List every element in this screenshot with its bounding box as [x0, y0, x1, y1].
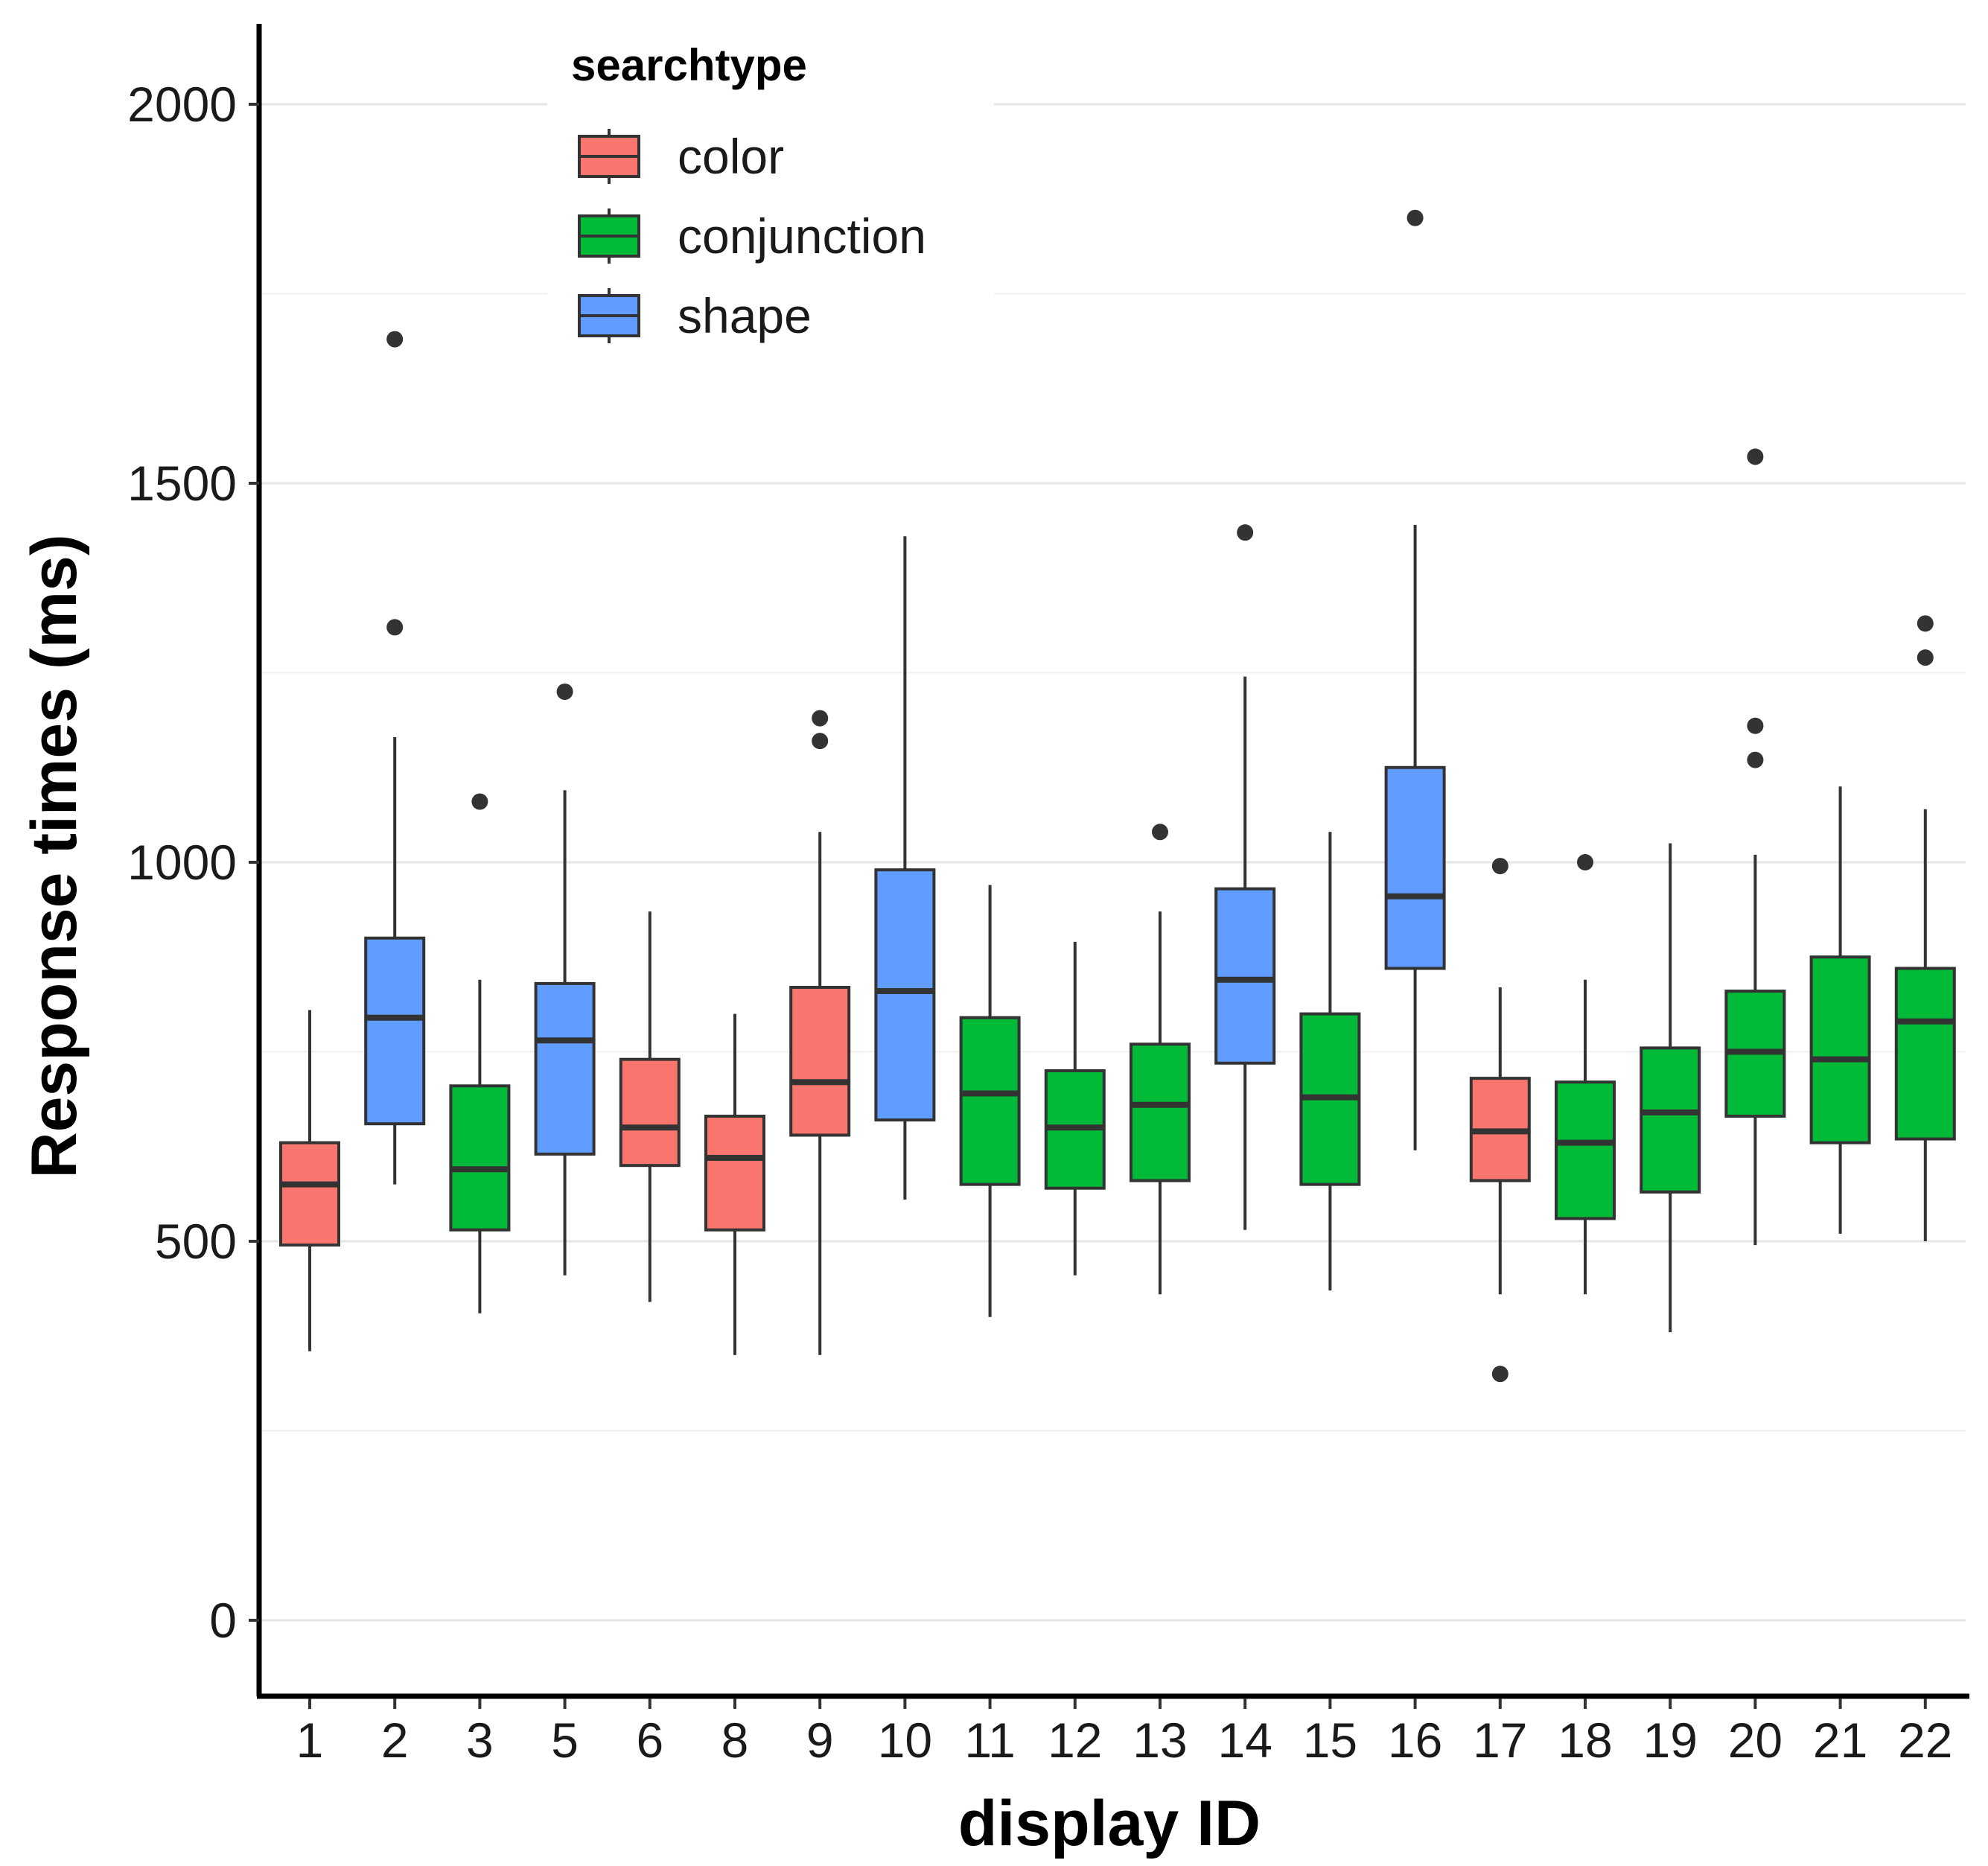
outlier-point [812, 710, 829, 727]
box-iqr [1640, 1046, 1701, 1194]
box-display-1 [279, 1010, 340, 1351]
box-display-8 [704, 1013, 765, 1355]
legend-entry-shape: shape [578, 288, 812, 343]
box-iqr [1214, 887, 1276, 1065]
box-iqr [1809, 955, 1871, 1144]
legend-label: shape [678, 288, 812, 343]
x-tick-label: 14 [1217, 1713, 1272, 1768]
x-tick-label: 12 [1048, 1713, 1102, 1768]
outlier-point [556, 683, 573, 700]
y-tick-label: 500 [155, 1214, 237, 1269]
y-tick-label: 0 [209, 1593, 237, 1648]
box-iqr [1894, 967, 1956, 1141]
box-iqr [619, 1057, 681, 1168]
outlier-point [812, 733, 829, 750]
y-axis-title: Response times (ms) [19, 534, 90, 1178]
x-tick-label: 10 [878, 1713, 932, 1768]
x-tick-label: 1 [296, 1713, 324, 1768]
x-tick-label: 17 [1473, 1713, 1527, 1768]
box-iqr [449, 1084, 511, 1232]
outlier-point [1491, 858, 1508, 875]
outlier-point [1152, 824, 1168, 841]
x-tick-label: 18 [1558, 1713, 1612, 1768]
x-tick-label: 2 [381, 1713, 409, 1768]
box-display-13 [1130, 824, 1191, 1295]
box-display-11 [959, 885, 1021, 1317]
x-tick-label: 13 [1132, 1713, 1187, 1768]
box-display-22 [1894, 615, 1956, 1241]
outlier-point [1237, 524, 1254, 541]
outlier-point [1917, 649, 1934, 666]
legend: searchtype color conjunction shape [547, 22, 994, 357]
box-iqr [959, 1016, 1021, 1186]
box-iqr [279, 1141, 340, 1247]
x-tick-label: 20 [1728, 1713, 1782, 1768]
box-iqr [789, 985, 851, 1137]
box-display-3 [449, 793, 511, 1313]
x-tick-label: 6 [636, 1713, 663, 1768]
box-display-18 [1555, 854, 1616, 1295]
x-tick-label: 16 [1388, 1713, 1442, 1768]
box-iqr [1130, 1042, 1191, 1182]
box-series [279, 209, 1956, 1383]
x-tick-label: 9 [806, 1713, 834, 1768]
box-iqr [1384, 765, 1446, 970]
box-iqr [874, 868, 936, 1122]
x-tick-label: 11 [964, 1713, 1016, 1768]
legend-entries: color conjunction shape [578, 129, 926, 343]
box-display-14 [1214, 524, 1276, 1230]
y-tick-label: 1500 [127, 456, 237, 511]
box-display-19 [1640, 843, 1701, 1333]
x-axis-ticks: 1 2 3 5 6 8 9 10 11 12 13 14 15 16 17 18 19 20 21 22 [296, 1698, 1953, 1768]
box-iqr [704, 1115, 765, 1232]
box-iqr [1555, 1080, 1616, 1220]
box-display-17 [1469, 858, 1531, 1383]
outlier-point [1406, 209, 1424, 226]
box-display-16 [1384, 209, 1446, 1150]
legend-entry-conjunction: conjunction [578, 208, 926, 264]
outlier-point [1577, 854, 1593, 870]
outlier-point [1747, 751, 1764, 768]
box-iqr [364, 936, 426, 1126]
outlier-point [471, 793, 488, 810]
x-tick-label: 3 [466, 1713, 494, 1768]
x-tick-label: 8 [721, 1713, 749, 1768]
outlier-point [1747, 717, 1764, 734]
outlier-point [386, 331, 404, 348]
x-tick-label: 19 [1643, 1713, 1697, 1768]
x-tick-label: 5 [551, 1713, 579, 1768]
box-display-10 [874, 536, 936, 1200]
box-iqr [534, 981, 596, 1156]
legend-title: searchtype [571, 40, 807, 90]
x-axis-title: display ID [958, 1788, 1261, 1859]
x-tick-label: 15 [1303, 1713, 1357, 1768]
outlier-point [1917, 615, 1934, 632]
box-display-12 [1044, 941, 1106, 1276]
box-display-5 [534, 683, 596, 1276]
box-display-9 [789, 710, 851, 1355]
box-display-21 [1809, 786, 1871, 1234]
outlier-point [1491, 1366, 1508, 1383]
box-display-15 [1299, 832, 1361, 1291]
legend-entry-color: color [578, 129, 784, 184]
legend-label: color [678, 129, 784, 184]
axes [256, 24, 1969, 1699]
box-display-6 [619, 911, 681, 1302]
y-axis-ticks: 0 500 1000 1500 2000 [127, 77, 259, 1648]
box-display-2 [364, 331, 426, 1185]
y-tick-label: 1000 [127, 835, 237, 890]
x-tick-label: 22 [1898, 1713, 1952, 1768]
outlier-point [1747, 448, 1764, 465]
outlier-point [386, 619, 404, 636]
y-tick-label: 2000 [127, 77, 237, 132]
legend-label: conjunction [678, 208, 926, 264]
box-display-20 [1724, 448, 1786, 1246]
x-tick-label: 21 [1813, 1713, 1867, 1768]
